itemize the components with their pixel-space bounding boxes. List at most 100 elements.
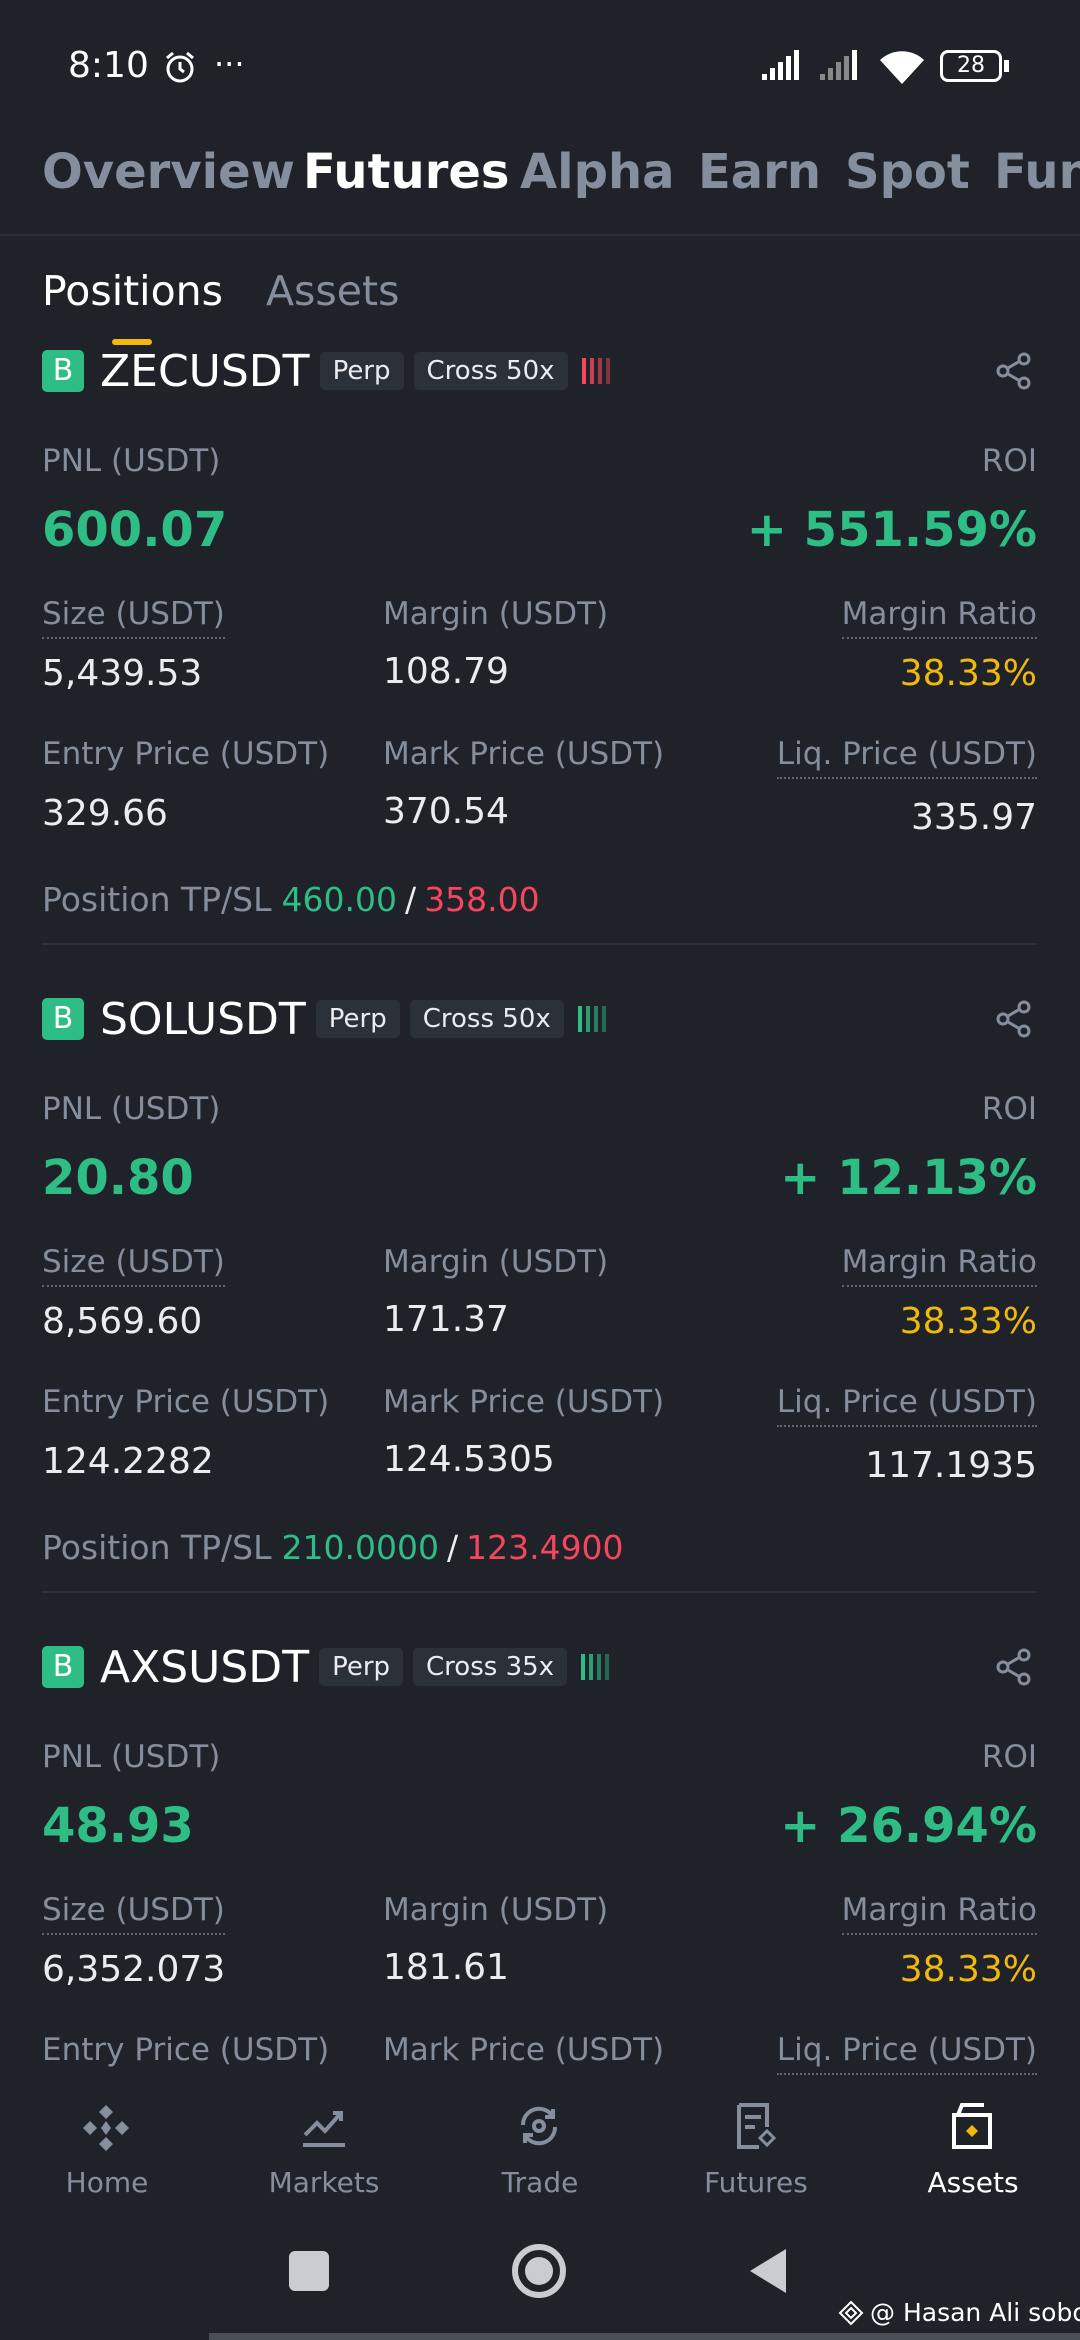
nav-item[interactable]: Futures (666, 2081, 846, 2231)
home-dot (525, 2257, 553, 2285)
margin-value: 171.37 (383, 1298, 509, 1340)
pnl-label: PNL (USDT) (42, 1739, 221, 1776)
risk-indicator (577, 1006, 606, 1032)
symbol: SOLUSDT (100, 993, 306, 1045)
liq-label: Liq. Price (USDT) (776, 2029, 1037, 2075)
nav-item[interactable]: Home (17, 2081, 197, 2231)
side-badge: B (42, 998, 84, 1040)
risk-bar (577, 1006, 582, 1032)
wifi-icon (880, 51, 924, 84)
size-value: 6,352.073 (42, 1948, 226, 1990)
nav-icon (83, 2105, 129, 2151)
risk-indicator (581, 358, 610, 384)
top-tab[interactable]: Overview (42, 144, 295, 201)
card-divider (42, 943, 1037, 945)
mark-value: 370.54 (383, 790, 509, 832)
share-button[interactable] (994, 351, 1034, 391)
back-button[interactable] (750, 2249, 786, 2293)
top-tab[interactable]: Futures (303, 144, 510, 201)
nav-icon (520, 2106, 558, 2146)
roi-value: + 26.94% (780, 1798, 1037, 1855)
margin-ratio-value: 38.33% (899, 1300, 1037, 1342)
liq-label: Liq. Price (USDT) (776, 733, 1037, 779)
pnl-value: 600.07 (42, 502, 228, 559)
position-card: B SOLUSDT Perp Cross 50x PNL (USDT) ROI 20.80 +… (0, 978, 1080, 1626)
risk-bar (597, 1654, 602, 1680)
take-profit: 460.00 (281, 880, 397, 919)
margin-label: Margin (USDT) (383, 1244, 609, 1281)
nav-icon (303, 2111, 345, 2147)
take-profit: 210.0000 (281, 1528, 439, 1567)
top-tab[interactable]: Spot (845, 144, 970, 201)
margin-ratio-value: 38.33% (899, 652, 1037, 694)
signal-icons (762, 50, 857, 80)
position-header: B SOLUSDT Perp Cross 50x (42, 993, 606, 1045)
watermark-logo (838, 2300, 864, 2326)
system-nav (209, 2244, 1080, 2340)
position-header: B AXSUSDT Perp Cross 35x (42, 1641, 610, 1693)
bottom-nav: Home Markets Trade Futures Assets (0, 2081, 1080, 2237)
margin-ratio-label: Margin Ratio (841, 1241, 1037, 1287)
position-header: B ZECUSDT Perp Cross 50x (42, 345, 610, 397)
size-label: Size (USDT) (42, 593, 225, 639)
watermark: @ Hasan Ali soboj (870, 2298, 1080, 2327)
entry-value: 124.2282 (42, 1440, 214, 1482)
sub-tab[interactable]: Assets (266, 267, 400, 316)
position-card: B ZECUSDT Perp Cross 50x PNL (USDT) ROI 600.07… (0, 330, 1080, 978)
roi-label: ROI (981, 1739, 1037, 1776)
sub-tab[interactable]: Positions (42, 267, 223, 316)
roi-value: + 12.13% (780, 1150, 1037, 1207)
top-tab[interactable]: Fun (994, 144, 1080, 201)
battery-tip (1004, 60, 1009, 72)
nav-label: Futures (704, 2166, 808, 2199)
risk-bar (605, 1654, 610, 1680)
risk-bar (589, 358, 594, 384)
risk-indicator (581, 1654, 610, 1680)
tp-sl-row: Position TP/SL 460.00/358.00 (42, 878, 540, 922)
symbol: ZECUSDT (100, 345, 310, 397)
tag: Perp (319, 1648, 404, 1686)
mark-label: Mark Price (USDT) (383, 1384, 665, 1421)
top-tab[interactable]: Earn (698, 144, 822, 201)
entry-label: Entry Price (USDT) (42, 736, 330, 773)
nav-item[interactable]: Markets (234, 2081, 414, 2231)
entry-label: Entry Price (USDT) (42, 2032, 330, 2069)
alarm-icon (166, 51, 194, 83)
pnl-label: PNL (USDT) (42, 443, 221, 480)
margin-ratio-label: Margin Ratio (841, 593, 1037, 639)
risk-bar (585, 1006, 590, 1032)
tag: Perp (319, 352, 404, 390)
tag: Cross 35x (413, 1648, 568, 1686)
symbol: AXSUSDT (100, 1641, 310, 1693)
more-indicator: ··· (214, 45, 245, 83)
tp-sl-label: Position TP/SL (42, 880, 272, 919)
nav-icon (952, 2103, 992, 2149)
nav-label: Markets (268, 2166, 380, 2199)
risk-bar (581, 1654, 586, 1680)
share-button[interactable] (994, 999, 1034, 1039)
nav-item[interactable]: Trade (450, 2081, 630, 2231)
clock: 8:10 (68, 45, 149, 86)
risk-bar (593, 1006, 598, 1032)
liq-value: 117.1935 (865, 1444, 1037, 1486)
tag: Perp (315, 1000, 400, 1038)
recent-button[interactable] (289, 2251, 329, 2291)
roi-value: + 551.59% (746, 502, 1037, 559)
stop-loss: 358.00 (424, 880, 540, 919)
share-button[interactable] (994, 1647, 1034, 1687)
home-button[interactable] (512, 2244, 566, 2298)
nav-label: Assets (927, 2166, 1019, 2199)
margin-value: 181.61 (383, 1946, 509, 1988)
side-badge: B (42, 1646, 84, 1688)
liq-label: Liq. Price (USDT) (776, 1381, 1037, 1427)
tp-sl-separator: / (446, 1528, 459, 1567)
nav-item[interactable]: Assets (883, 2081, 1063, 2231)
tag: Cross 50x (413, 352, 568, 390)
top-tab[interactable]: Alpha (520, 144, 675, 201)
active-sub-tab-indicator (112, 339, 152, 345)
margin-label: Margin (USDT) (383, 1892, 609, 1929)
card-divider (42, 1591, 1037, 1593)
margin-label: Margin (USDT) (383, 596, 609, 633)
pnl-label: PNL (USDT) (42, 1091, 221, 1128)
